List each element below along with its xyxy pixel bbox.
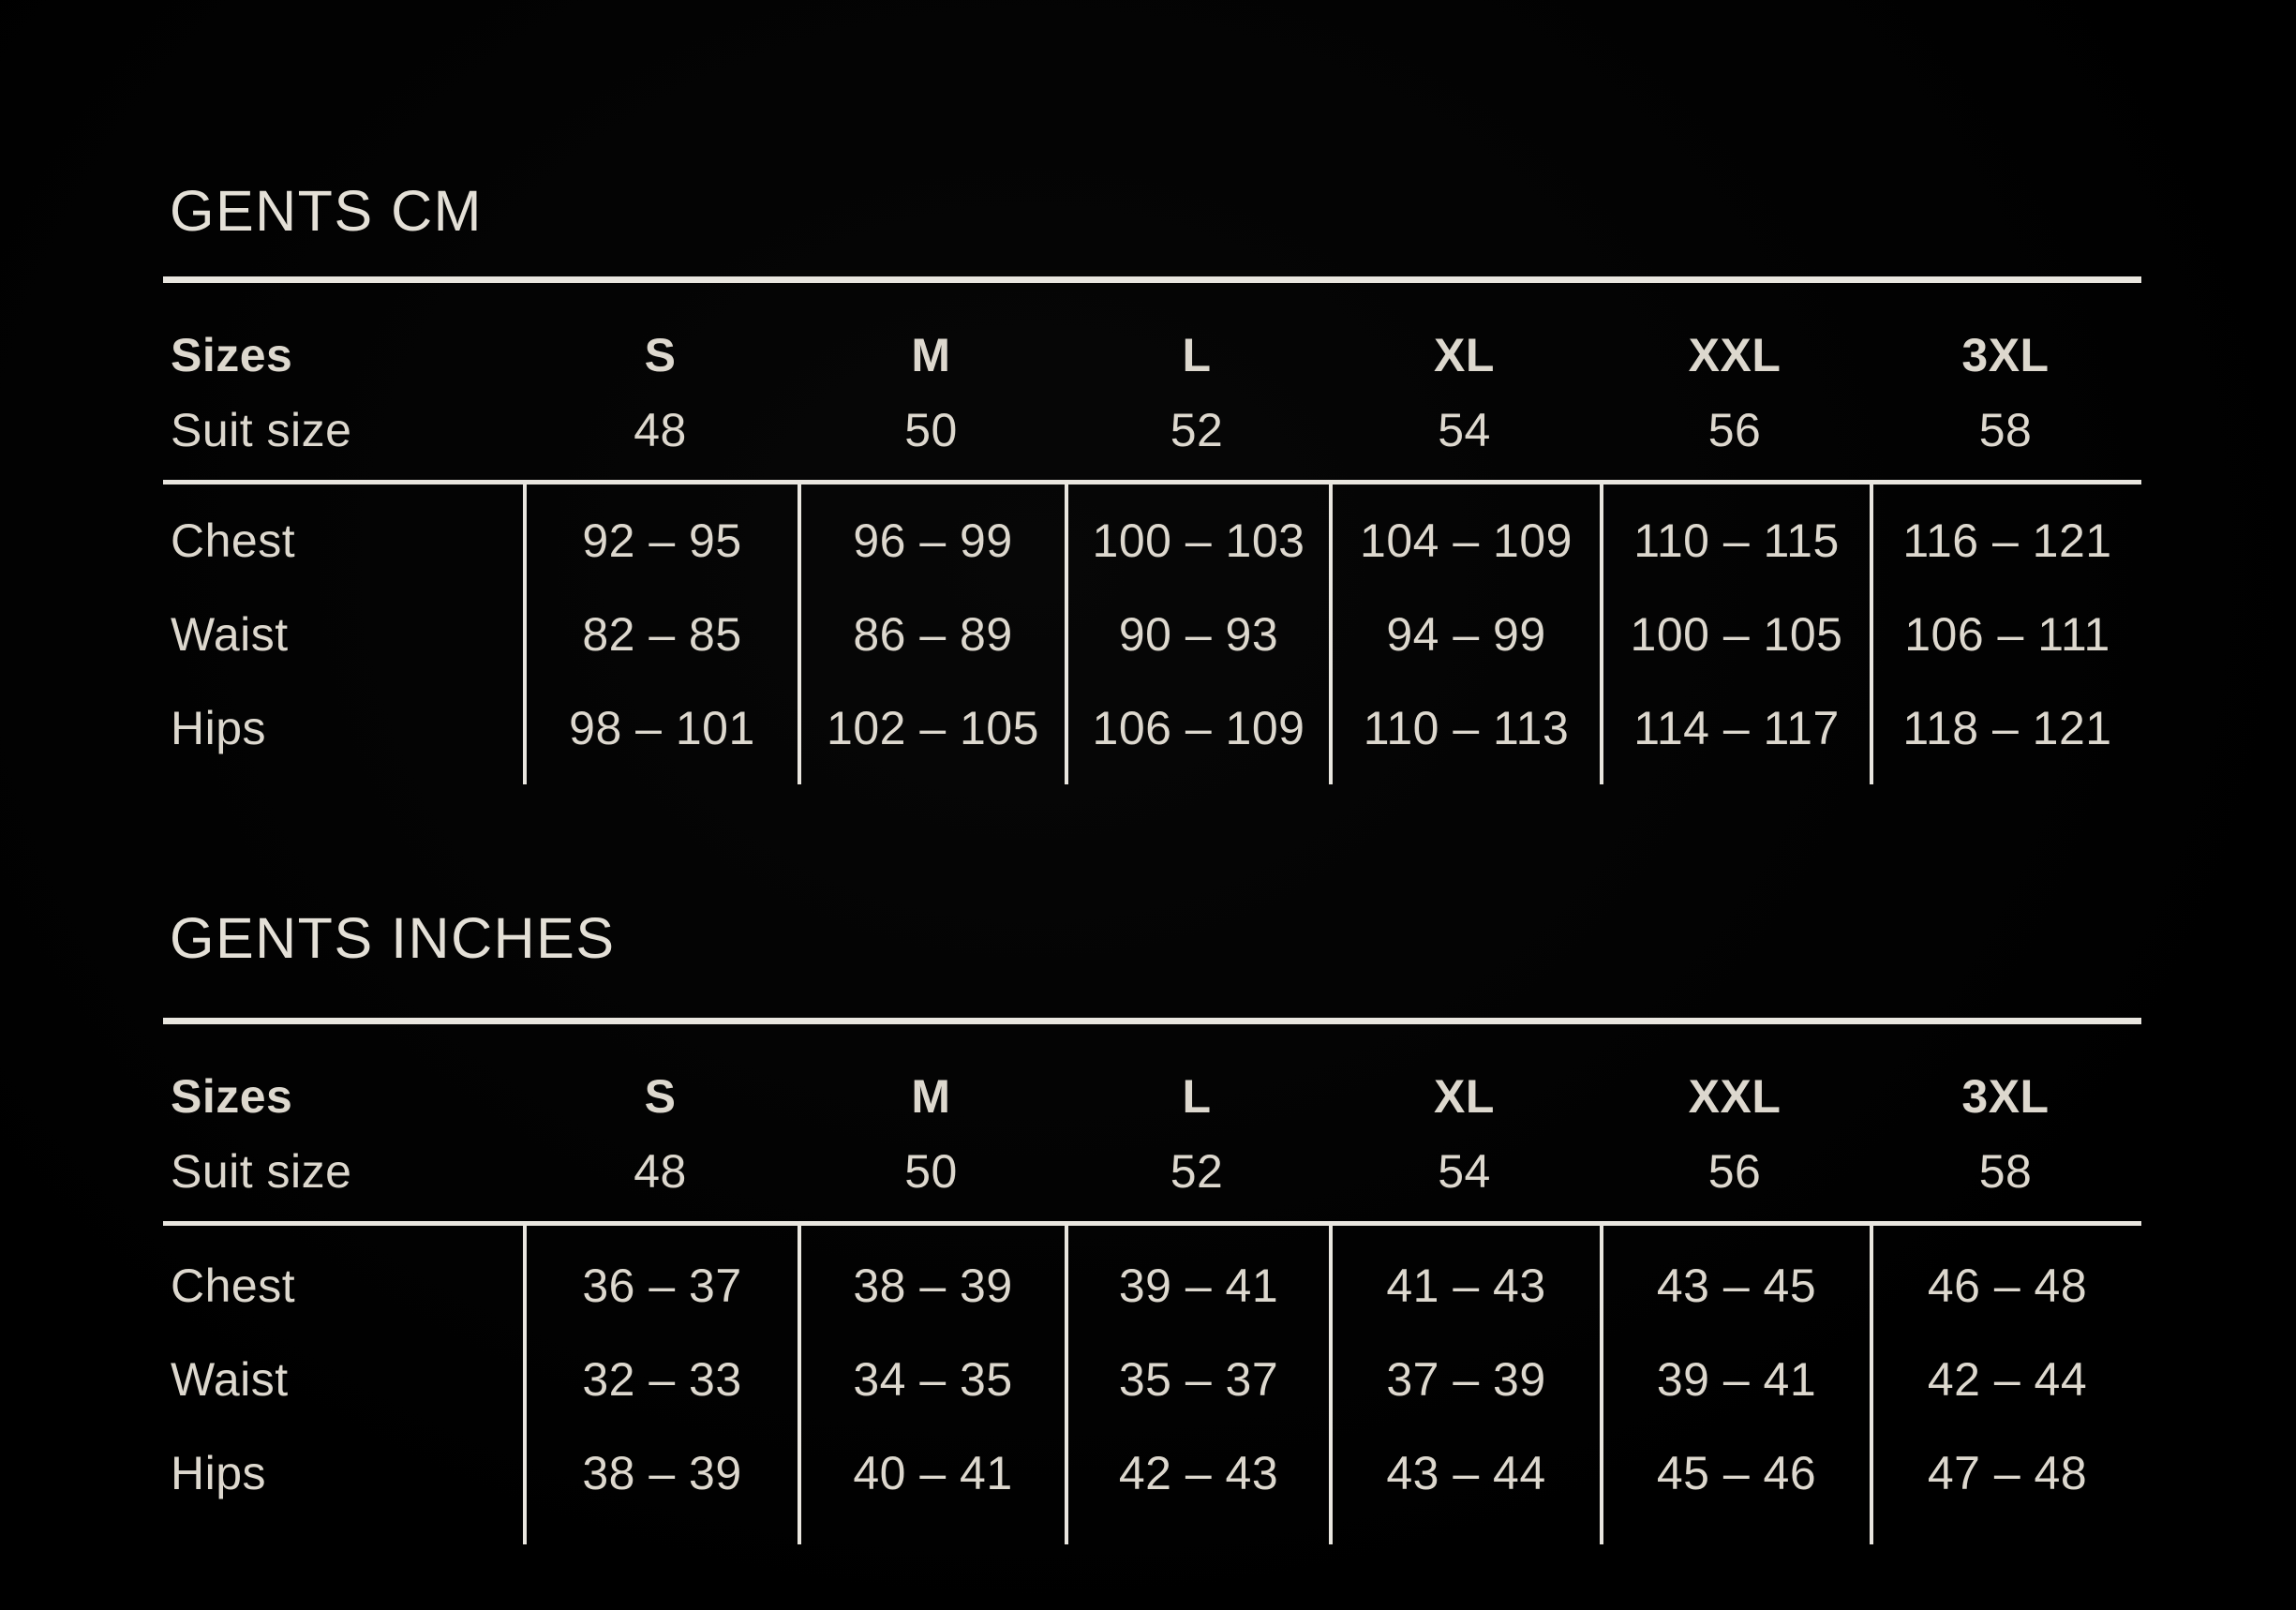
hips-value: 110 – 113	[1363, 702, 1570, 754]
chest-label: Chest	[171, 1260, 296, 1312]
chest-value: 100 – 103	[1092, 514, 1305, 567]
column-3xl: 46 – 48 42 – 44 47 – 48	[1870, 1226, 2141, 1544]
column-xxl: 110 – 115 100 – 105 114 – 117	[1600, 484, 1870, 784]
gents-cm-table: Sizes S M L XL XXL 3XL Suit size 48 50 5…	[163, 276, 2141, 784]
measurement-grid: Chest Waist Hips 36 – 37 32 – 33 38 – 39…	[163, 1226, 2141, 1544]
suit-size-3xl: 58	[1978, 1145, 2033, 1198]
waist-value: 82 – 85	[582, 608, 742, 661]
sizes-label: Sizes	[171, 329, 293, 381]
measurement-label-column: Chest Waist Hips	[163, 484, 523, 784]
suit-size-s: 48	[634, 1145, 687, 1198]
suit-size-row: Suit size 48 50 52 54 56 58	[163, 1144, 2141, 1198]
hips-value: 40 – 41	[853, 1447, 1013, 1499]
suit-size-xxl: 56	[1707, 1145, 1762, 1198]
suit-size-xl: 54	[1438, 1145, 1491, 1198]
gents-inches-title: GENTS INCHES	[170, 906, 616, 970]
column-m: 96 – 99 86 – 89 102 – 105	[798, 484, 1065, 784]
suit-size-xl: 54	[1438, 404, 1491, 456]
suit-size-label: Suit size	[171, 1145, 352, 1198]
size-header-row: Sizes S M L XL XXL 3XL	[163, 328, 2141, 381]
suit-size-xxl: 56	[1707, 404, 1762, 456]
chest-value: 36 – 37	[582, 1260, 742, 1312]
size-header-xl: XL	[1434, 1070, 1495, 1123]
chest-value: 116 – 121	[1902, 514, 2112, 567]
size-header-xxl: XXL	[1688, 1070, 1782, 1123]
gents-cm-title: GENTS CM	[170, 179, 483, 243]
chest-label: Chest	[171, 514, 296, 567]
suit-size-row: Suit size 48 50 52 54 56 58	[163, 403, 2141, 456]
waist-label: Waist	[171, 608, 289, 661]
waist-value: 86 – 89	[853, 608, 1013, 661]
column-l: 39 – 41 35 – 37 42 – 43	[1065, 1226, 1329, 1544]
hips-label: Hips	[171, 1447, 267, 1499]
waist-value: 32 – 33	[582, 1353, 742, 1406]
column-xl: 104 – 109 94 – 99 110 – 113	[1329, 484, 1600, 784]
chest-value: 38 – 39	[853, 1260, 1013, 1312]
waist-value: 34 – 35	[853, 1353, 1013, 1406]
size-header-l: L	[1182, 329, 1212, 381]
size-header-3xl: 3XL	[1961, 1070, 2050, 1123]
suit-size-label: Suit size	[171, 404, 352, 456]
hips-value: 98 – 101	[569, 702, 755, 754]
waist-value: 106 – 111	[1904, 608, 2110, 661]
size-header-s: S	[644, 329, 677, 381]
hips-value: 45 – 46	[1656, 1447, 1817, 1499]
sizes-label: Sizes	[171, 1070, 293, 1123]
size-header-row: Sizes S M L XL XXL 3XL	[163, 1069, 2141, 1123]
suit-size-s: 48	[634, 404, 687, 456]
waist-value: 100 – 105	[1630, 608, 1843, 661]
chest-value: 41 – 43	[1386, 1260, 1546, 1312]
chest-value: 43 – 45	[1656, 1260, 1817, 1312]
waist-value: 94 – 99	[1386, 608, 1546, 661]
hips-value: 38 – 39	[582, 1447, 742, 1499]
size-header-3xl: 3XL	[1961, 329, 2050, 381]
size-header-xl: XL	[1434, 329, 1495, 381]
header-divider-rule	[163, 480, 2141, 484]
size-header-l: L	[1182, 1070, 1212, 1123]
hips-value: 102 – 105	[827, 702, 1039, 754]
suit-size-l: 52	[1170, 404, 1224, 456]
suit-size-l: 52	[1170, 1145, 1224, 1198]
hips-value: 118 – 121	[1902, 702, 2112, 754]
suit-size-m: 50	[904, 1145, 958, 1198]
waist-value: 37 – 39	[1386, 1353, 1546, 1406]
chest-value: 96 – 99	[853, 514, 1013, 567]
waist-value: 35 – 37	[1118, 1353, 1279, 1406]
chest-value: 104 – 109	[1360, 514, 1573, 567]
hips-value: 106 – 109	[1092, 702, 1305, 754]
waist-value: 90 – 93	[1118, 608, 1279, 661]
measurement-grid: Chest Waist Hips 92 – 95 82 – 85 98 – 10…	[163, 484, 2141, 784]
hips-label: Hips	[171, 702, 267, 754]
column-xl: 41 – 43 37 – 39 43 – 44	[1329, 1226, 1600, 1544]
hips-value: 47 – 48	[1927, 1447, 2088, 1499]
column-s: 36 – 37 32 – 33 38 – 39	[523, 1226, 798, 1544]
chest-value: 39 – 41	[1118, 1260, 1279, 1312]
top-rule	[163, 276, 2141, 283]
size-header-m: M	[911, 1070, 951, 1123]
column-s: 92 – 95 82 – 85 98 – 101	[523, 484, 798, 784]
waist-label: Waist	[171, 1353, 289, 1406]
top-rule	[163, 1018, 2141, 1024]
chest-value: 92 – 95	[582, 514, 742, 567]
hips-value: 42 – 43	[1118, 1447, 1279, 1499]
column-3xl: 116 – 121 106 – 111 118 – 121	[1870, 484, 2141, 784]
chest-value: 110 – 115	[1633, 514, 1840, 567]
size-header-s: S	[644, 1070, 677, 1123]
waist-value: 39 – 41	[1656, 1353, 1817, 1406]
hips-value: 114 – 117	[1633, 702, 1840, 754]
measurement-label-column: Chest Waist Hips	[163, 1226, 523, 1544]
column-l: 100 – 103 90 – 93 106 – 109	[1065, 484, 1329, 784]
hips-value: 43 – 44	[1386, 1447, 1546, 1499]
waist-value: 42 – 44	[1927, 1353, 2088, 1406]
header-divider-rule	[163, 1221, 2141, 1226]
column-xxl: 43 – 45 39 – 41 45 – 46	[1600, 1226, 1870, 1544]
gents-inches-table: Sizes S M L XL XXL 3XL Suit size 48 50 5…	[163, 1018, 2141, 1544]
column-m: 38 – 39 34 – 35 40 – 41	[798, 1226, 1065, 1544]
size-header-m: M	[911, 329, 951, 381]
suit-size-3xl: 58	[1978, 404, 2033, 456]
size-header-xxl: XXL	[1688, 329, 1782, 381]
chest-value: 46 – 48	[1927, 1260, 2088, 1312]
suit-size-m: 50	[904, 404, 958, 456]
